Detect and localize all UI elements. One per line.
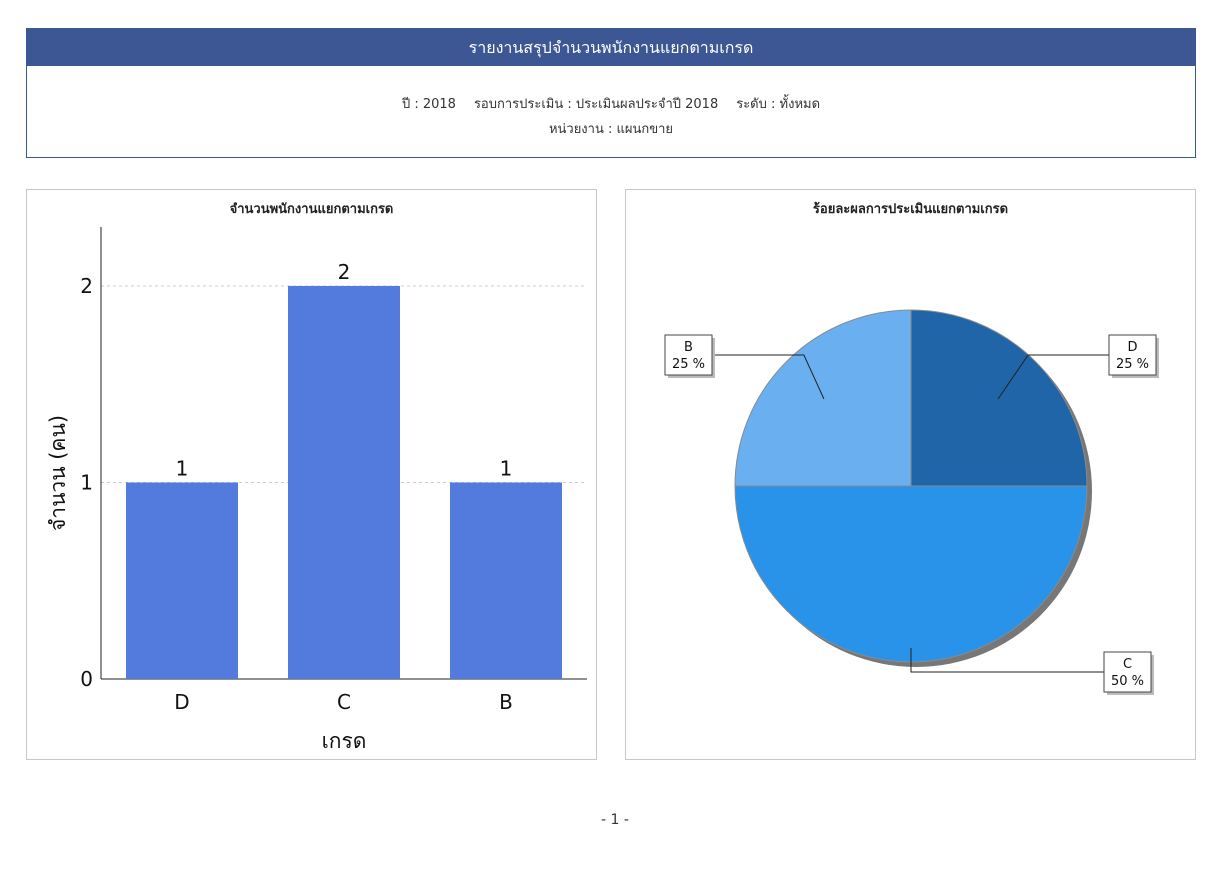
report-filters: ปี : 2018 รอบการประเมิน : ประเมินผลประจำป…: [27, 92, 1195, 142]
unit-label: หน่วยงาน : แผนกขาย: [548, 122, 674, 137]
y-tick-label: 0: [80, 667, 93, 691]
pie-leader-line: [712, 354, 825, 400]
pie-label-category: D: [1127, 340, 1137, 355]
year-label: ปี : 2018: [401, 97, 456, 112]
x-axis-title: เกรด: [322, 729, 367, 753]
bar-chart-panel: จำนวนพนักงานแยกตามเกรด 0 1 2 1 D 2 C 1 B เกรด จำนว…: [26, 189, 597, 760]
bar-chart: 0 1 2 1 D 2 C 1 B เกรด จำนวน (คน): [46, 227, 587, 753]
pie-label-category: C: [1123, 657, 1132, 672]
x-tick-label: B: [499, 690, 513, 714]
bar-value-label: 1: [176, 456, 189, 480]
pie-chart-panel: ร้อยละผลการประเมินแยกตามเกรด D 25 % C 50 % B…: [625, 189, 1196, 760]
pie-leader-line: [910, 648, 1104, 673]
level-label: ระดับ : ทั้งหมด: [736, 97, 821, 112]
pie-chart-title: ร้อยละผลการประเมินแยกตามเกรด: [812, 202, 1009, 217]
page-number: - 1 -: [601, 812, 629, 828]
pie-leader-line: [997, 354, 1109, 400]
bar-value-label: 1: [500, 456, 513, 480]
y-tick-label: 1: [80, 470, 93, 494]
bar-chart-title: จำนวนพนักงานแยกตามเกรด: [229, 202, 394, 217]
pie-chart: D 25 % C 50 % B 25 %: [664, 309, 1159, 695]
round-label: รอบการประเมิน : ประเมินผลประจำปี 2018: [473, 97, 719, 112]
y-axis-title: จำนวน (คน): [46, 415, 70, 531]
pie-label-box: [664, 334, 713, 376]
report-header: รายงานสรุปจำนวนพนักงานแยกตามเกรด ปี : 20…: [26, 28, 1196, 158]
pie-label-percent: 25 %: [672, 357, 705, 372]
pie-label-box: [1108, 334, 1157, 376]
bar-value-label: 2: [338, 260, 351, 284]
pie-label-percent: 50 %: [1111, 674, 1144, 689]
pie-slice-C: [734, 485, 1088, 663]
report-title: รายงานสรุปจำนวนพนักงานแยกตามเกรด: [27, 29, 1195, 66]
pie-label-box: [1103, 651, 1152, 693]
bar-D: [126, 482, 238, 679]
pie-label-category: B: [684, 340, 693, 355]
y-tick-label: 2: [80, 274, 93, 298]
pie-label-percent: 25 %: [1116, 357, 1149, 372]
x-tick-label: D: [174, 690, 189, 714]
bar-C: [288, 285, 400, 679]
x-tick-label: C: [337, 690, 351, 714]
bar-B: [450, 482, 562, 679]
